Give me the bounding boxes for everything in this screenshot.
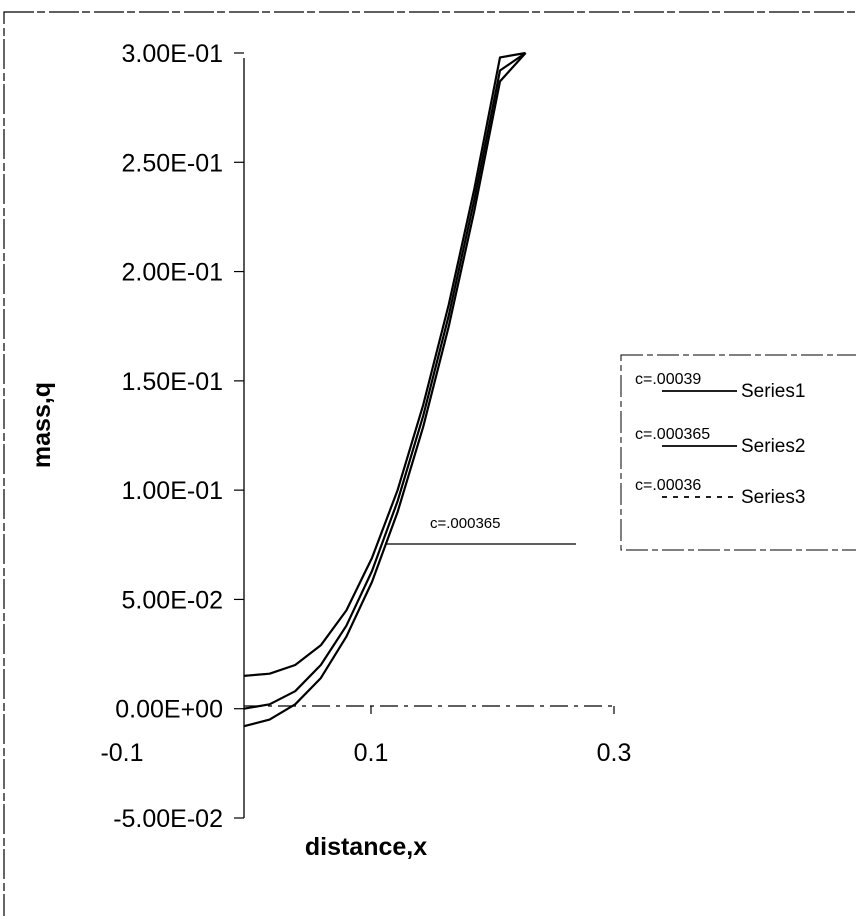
legend: c=.00039 Series1 c=.000365 Series2 c=.00036 S…: [620, 354, 856, 551]
y-tick-label: 5.00E-02: [122, 586, 223, 614]
x-axis-title: distance,x: [305, 833, 427, 861]
y-tick-label: 1.00E-01: [122, 477, 223, 505]
legend-series-name: Series3: [741, 487, 805, 508]
x-tick-label: -0.1: [100, 739, 143, 767]
x-ticks: -0.1 0.1 0.3: [100, 706, 631, 767]
y-tick-label: -5.00E-02: [113, 805, 223, 833]
x-tick-label: 0.3: [597, 739, 632, 767]
legend-box: [620, 354, 856, 551]
y-axis-title: mass,q: [28, 382, 56, 468]
y-tick-label: 3.00E-01: [122, 40, 223, 68]
series-lines: [243, 51, 527, 728]
series-line-3: [243, 52, 527, 728]
series-line-1: [243, 51, 526, 677]
y-ticks: 3.00E-01 2.50E-01 2.00E-01 1.50E-01 1.00E-01…: [113, 40, 244, 833]
series-line-2: [243, 52, 527, 710]
legend-c-label: c=.00039: [635, 371, 701, 388]
legend-c-label: c=.000365: [635, 426, 710, 443]
legend-series-name: Series1: [741, 381, 805, 402]
chart-frame: [3, 11, 856, 916]
y-tick-label: 0.00E+00: [115, 696, 223, 724]
annotation-label: c=.000365: [430, 515, 500, 532]
legend-c-label: c=.00036: [635, 477, 701, 494]
legend-series-name: Series2: [741, 436, 805, 457]
y-tick-label: 2.50E-01: [122, 149, 223, 177]
annotation: c=.000365: [386, 515, 576, 545]
y-tick-label: 2.00E-01: [122, 259, 223, 287]
x-tick-label: 0.1: [354, 739, 389, 767]
y-tick-label: 1.50E-01: [122, 368, 223, 396]
